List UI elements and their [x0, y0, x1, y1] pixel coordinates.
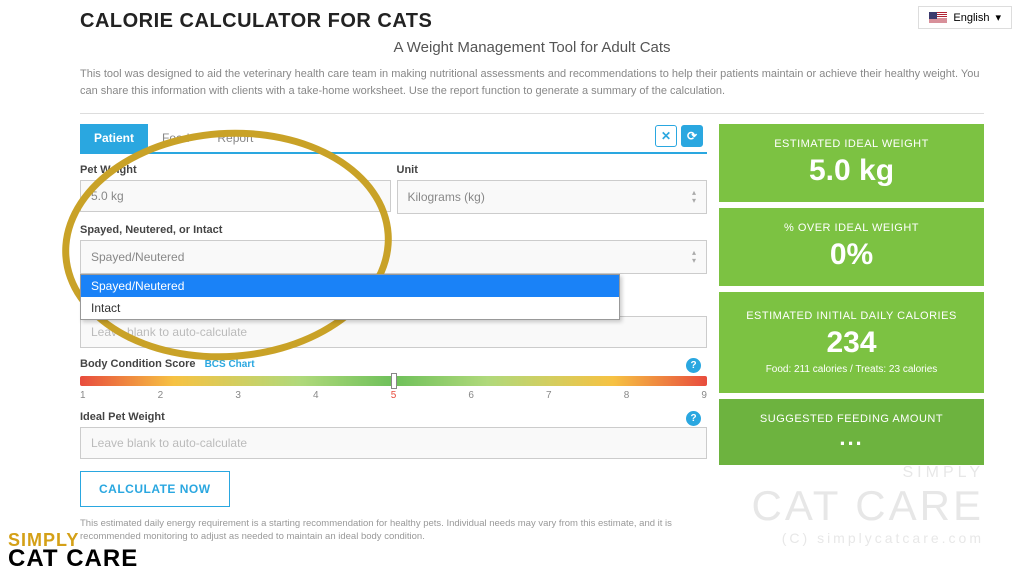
auto-calc-input[interactable]: Leave blank to auto-calculate — [80, 316, 707, 348]
ideal-weight-label: Ideal Pet Weight — [80, 411, 707, 423]
help-icon[interactable]: ? — [686, 358, 701, 373]
disclaimer-text: This estimated daily energy requirement … — [80, 517, 707, 544]
form-panel: Patient Food Report ✕ ⟳ Pet Weight 5.0 k… — [80, 124, 707, 544]
caret-down-icon: ▾ — [995, 11, 1001, 24]
language-selector[interactable]: English ▾ — [918, 6, 1012, 29]
unit-label: Unit — [397, 164, 708, 176]
tab-food[interactable]: Food — [148, 124, 203, 152]
bcs-label: Body Condition Score BCS Chart — [80, 358, 707, 370]
reset-button[interactable]: ⟳ — [681, 125, 703, 147]
pet-weight-input[interactable]: 5.0 kg — [80, 180, 391, 212]
clear-button[interactable]: ✕ — [655, 125, 677, 147]
language-label: English — [953, 12, 989, 24]
spay-option-spayed[interactable]: Spayed/Neutered — [81, 275, 619, 297]
help-icon[interactable]: ? — [686, 411, 701, 426]
results-panel: ESTIMATED IDEAL WEIGHT 5.0 kg % OVER IDE… — [719, 124, 984, 544]
spay-label: Spayed, Neutered, or Intact — [80, 224, 707, 236]
brand-logo: SIMPLY CAT CARE — [8, 532, 138, 570]
pet-weight-label: Pet Weight — [80, 164, 391, 176]
spay-option-intact[interactable]: Intact — [81, 297, 619, 319]
tab-report[interactable]: Report — [203, 124, 267, 152]
spay-select[interactable]: Spayed/Neutered ▴▾ — [80, 240, 707, 274]
page-title: CALORIE CALCULATOR FOR CATS — [80, 10, 984, 33]
refresh-icon: ⟳ — [687, 129, 697, 143]
stepper-icon: ▴▾ — [692, 249, 696, 265]
unit-select[interactable]: Kilograms (kg) ▴▾ — [397, 180, 708, 214]
close-icon: ✕ — [661, 129, 671, 143]
tab-patient[interactable]: Patient — [80, 124, 148, 152]
page-subtitle: A Weight Management Tool for Adult Cats — [80, 39, 984, 56]
bcs-slider[interactable] — [80, 376, 707, 386]
page-description: This tool was designed to aid the veteri… — [80, 66, 984, 99]
calculate-button[interactable]: CALCULATE NOW — [80, 471, 230, 507]
card-ideal-weight: ESTIMATED IDEAL WEIGHT 5.0 kg — [719, 124, 984, 202]
stepper-icon: ▴▾ — [692, 189, 696, 205]
bcs-scale: 1 2 3 4 5 6 7 8 9 — [80, 390, 707, 401]
bcs-chart-link[interactable]: BCS Chart — [205, 359, 255, 370]
card-daily-calories: ESTIMATED INITIAL DAILY CALORIES 234 Foo… — [719, 292, 984, 393]
tabs: Patient Food Report ✕ ⟳ — [80, 124, 707, 154]
bcs-handle[interactable] — [391, 373, 397, 389]
divider — [80, 113, 984, 114]
flag-icon — [929, 12, 947, 24]
spay-dropdown: Spayed/Neutered Intact — [80, 274, 620, 320]
ideal-weight-input[interactable]: Leave blank to auto-calculate — [80, 427, 707, 459]
card-over-ideal: % OVER IDEAL WEIGHT 0% — [719, 208, 984, 286]
card-feeding-amount: SUGGESTED FEEDING AMOUNT ... — [719, 399, 984, 465]
